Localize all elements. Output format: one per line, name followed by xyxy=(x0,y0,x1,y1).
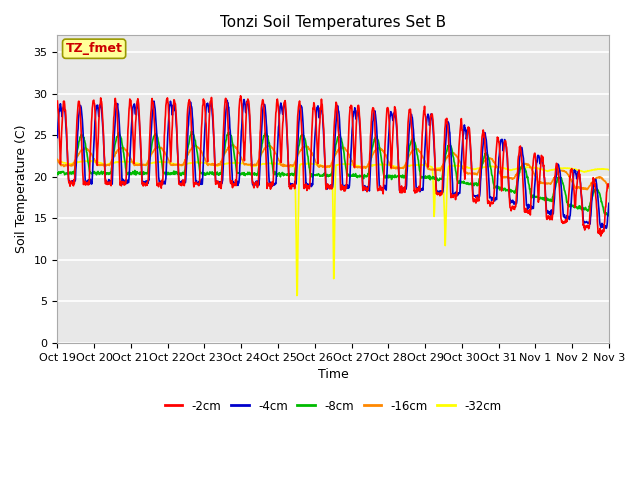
-2cm xyxy=(492,166,499,172)
-16cm xyxy=(54,156,61,162)
-2cm xyxy=(238,109,246,115)
Legend: -2cm, -4cm, -8cm, -16cm, -32cm: -2cm, -4cm, -8cm, -16cm, -32cm xyxy=(160,395,506,417)
Line: -16cm: -16cm xyxy=(58,145,609,190)
-32cm xyxy=(177,163,184,168)
-32cm xyxy=(293,293,301,299)
Line: -32cm: -32cm xyxy=(58,161,609,296)
-8cm xyxy=(163,170,170,176)
-32cm xyxy=(54,158,61,164)
-8cm xyxy=(540,196,548,202)
-32cm xyxy=(163,159,171,165)
-16cm xyxy=(584,187,591,192)
Title: Tonzi Soil Temperatures Set B: Tonzi Soil Temperatures Set B xyxy=(220,15,446,30)
-16cm xyxy=(540,180,548,186)
-8cm xyxy=(492,185,499,191)
X-axis label: Time: Time xyxy=(318,368,349,381)
-2cm xyxy=(163,96,170,102)
-16cm xyxy=(176,162,184,168)
-32cm xyxy=(86,158,93,164)
-32cm xyxy=(605,167,612,173)
-16cm xyxy=(419,155,427,160)
-4cm xyxy=(600,226,608,232)
-8cm xyxy=(176,171,184,177)
-2cm xyxy=(540,162,548,168)
-2cm xyxy=(419,118,427,123)
-4cm xyxy=(54,135,61,141)
-32cm xyxy=(540,168,548,173)
-4cm xyxy=(163,157,170,163)
-4cm xyxy=(238,125,246,131)
-2cm xyxy=(176,182,184,188)
-8cm xyxy=(54,170,61,176)
-16cm xyxy=(605,185,612,191)
-4cm xyxy=(605,201,612,206)
-4cm xyxy=(240,96,248,102)
-4cm xyxy=(540,167,548,172)
-4cm xyxy=(419,187,427,193)
-8cm xyxy=(419,174,427,180)
-2cm xyxy=(605,181,612,187)
-4cm xyxy=(492,195,499,201)
-16cm xyxy=(492,159,499,165)
-16cm xyxy=(238,156,246,162)
-8cm xyxy=(238,170,246,176)
-16cm xyxy=(229,142,237,148)
-2cm xyxy=(597,233,605,239)
-32cm xyxy=(420,162,428,168)
Text: TZ_fmet: TZ_fmet xyxy=(66,42,122,55)
-16cm xyxy=(163,154,170,159)
-8cm xyxy=(605,212,612,218)
-2cm xyxy=(54,98,61,104)
-4cm xyxy=(176,179,184,185)
-8cm xyxy=(188,128,195,134)
Y-axis label: Soil Temperature (C): Soil Temperature (C) xyxy=(15,125,28,253)
Line: -4cm: -4cm xyxy=(58,99,609,229)
Line: -2cm: -2cm xyxy=(58,96,609,236)
Line: -8cm: -8cm xyxy=(58,131,609,216)
-8cm xyxy=(605,213,612,218)
-32cm xyxy=(492,164,499,170)
-2cm xyxy=(237,93,244,99)
-32cm xyxy=(238,160,246,166)
